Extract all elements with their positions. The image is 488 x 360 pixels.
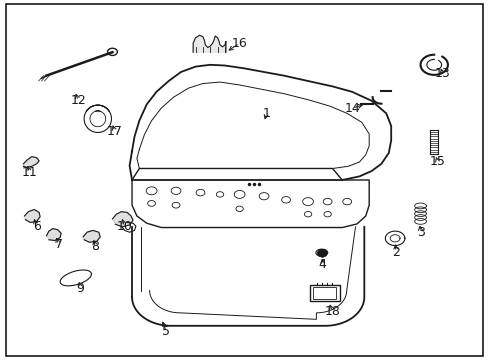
Polygon shape (83, 230, 100, 242)
Text: 16: 16 (231, 37, 247, 50)
Text: 15: 15 (429, 156, 445, 168)
Text: 2: 2 (391, 246, 399, 258)
Text: 10: 10 (117, 220, 132, 233)
Text: 11: 11 (21, 166, 37, 179)
Text: 3: 3 (416, 226, 424, 239)
Text: 13: 13 (434, 67, 449, 80)
Text: 14: 14 (344, 102, 359, 114)
Text: 4: 4 (318, 258, 326, 271)
Text: 9: 9 (77, 282, 84, 294)
Text: 8: 8 (91, 240, 99, 253)
Polygon shape (46, 229, 61, 240)
Text: 5: 5 (162, 325, 170, 338)
Text: 17: 17 (107, 125, 122, 138)
Text: 1: 1 (262, 107, 270, 120)
Polygon shape (23, 157, 39, 167)
Text: 6: 6 (33, 220, 41, 233)
Polygon shape (24, 210, 40, 222)
Text: 12: 12 (70, 94, 86, 107)
Text: 18: 18 (324, 305, 340, 318)
Polygon shape (193, 35, 225, 52)
Text: 7: 7 (55, 238, 62, 251)
Polygon shape (112, 212, 133, 227)
